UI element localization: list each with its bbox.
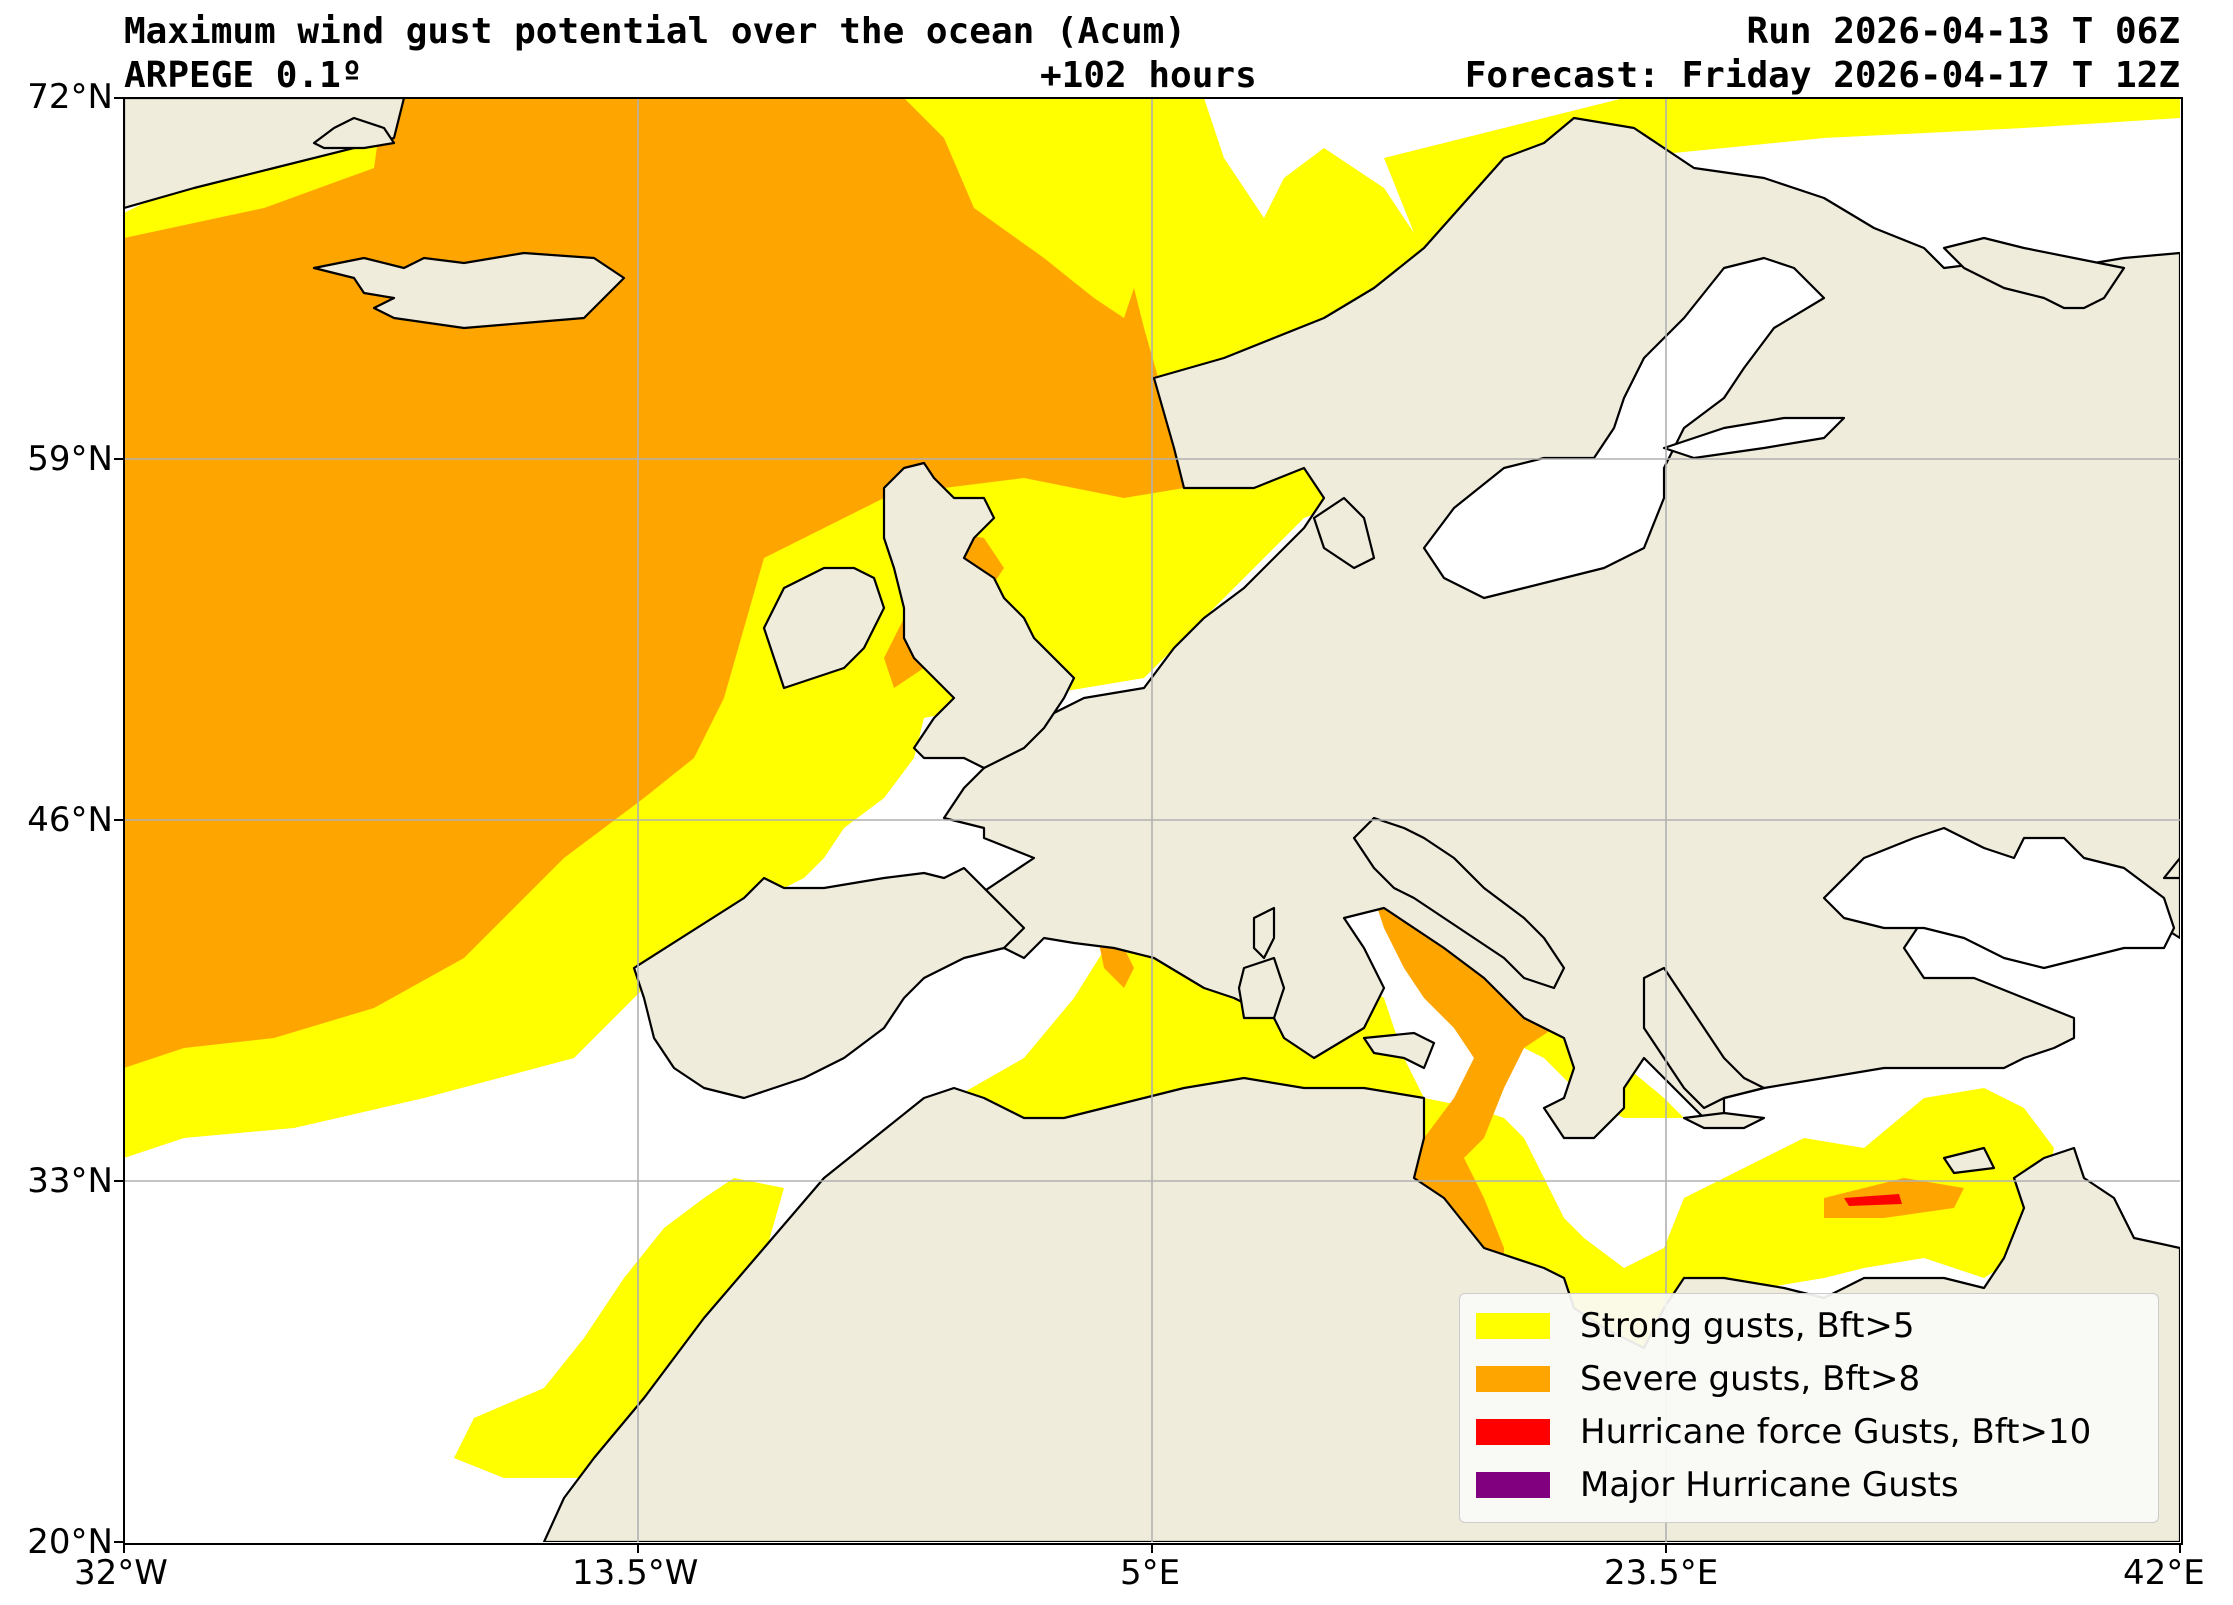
legend-label-major: Major Hurricane Gusts [1580, 1465, 1959, 1505]
legend-item-major: Major Hurricane Gusts [1476, 1463, 1959, 1507]
lat-label-20: 20°N [27, 1522, 113, 1562]
legend-label-severe: Severe gusts, Bft>8 [1580, 1359, 1921, 1399]
sicily [1362, 1031, 1436, 1070]
lat-label-59: 59°N [27, 439, 113, 479]
lat-tick-33 [114, 1180, 124, 1182]
lon-tick-13w [637, 1543, 639, 1553]
graticule [124, 98, 2180, 1542]
legend-swatch-hurricane [1476, 1419, 1550, 1445]
lon-tick-5e [1151, 1543, 1153, 1553]
europe-land [752, 116, 2180, 1140]
sardinia [1237, 956, 1286, 1020]
model-label: ARPEGE 0.1º [124, 55, 363, 96]
lon-label-42e: 42°E [2123, 1553, 2205, 1593]
great-britain [882, 461, 1076, 770]
legend-swatch-major [1476, 1472, 1550, 1498]
run-label: Run 2026-04-13 T 06Z [1746, 11, 2180, 52]
hurricane-gusts-layer [1844, 1194, 1902, 1206]
legend-item-hurricane: Hurricane force Gusts, Bft>10 [1476, 1410, 2091, 1454]
legend-swatch-strong [1476, 1313, 1550, 1339]
italy [1352, 816, 1566, 990]
ireland [762, 566, 886, 690]
lon-tick-32w [123, 1543, 125, 1553]
lat-tick-20 [114, 1541, 124, 1543]
crete [1682, 1111, 1766, 1130]
black-sea [1822, 826, 2176, 970]
lat-label-46: 46°N [27, 800, 113, 840]
greece [1642, 966, 1766, 1110]
legend: Strong gusts, Bft>5 Severe gusts, Bft>8 … [1459, 1293, 2159, 1523]
corsica [1252, 906, 1276, 960]
cyprus [1942, 1146, 1996, 1175]
lon-tick-42e [2179, 1543, 2181, 1553]
forecast-label: Forecast: Friday 2026-04-17 T 12Z [1464, 55, 2180, 96]
legend-label-strong: Strong gusts, Bft>5 [1580, 1306, 1915, 1346]
baltic-sea [1422, 256, 1826, 600]
iceland [312, 251, 626, 330]
lat-label-72: 72°N [27, 77, 113, 117]
iberia [632, 866, 1026, 1100]
lat-tick-72 [114, 97, 124, 99]
legend-item-strong: Strong gusts, Bft>5 [1476, 1304, 1915, 1348]
lon-label-5e: 5°E [1120, 1553, 1181, 1593]
lon-label-23e: 23.5°E [1604, 1553, 1719, 1593]
legend-swatch-severe [1476, 1366, 1550, 1392]
lead-time-label: +102 hours [1040, 55, 1257, 96]
lat-tick-59 [114, 458, 124, 460]
lat-label-33: 33°N [27, 1161, 113, 1201]
denmark [1312, 496, 1376, 570]
lon-label-32w: 32°W [74, 1553, 168, 1593]
lon-label-13w: 13.5°W [572, 1553, 699, 1593]
map-title: Maximum wind gust potential over the oce… [124, 11, 1187, 52]
greenland [124, 98, 406, 210]
lon-tick-23e [1665, 1543, 1667, 1553]
legend-item-severe: Severe gusts, Bft>8 [1476, 1357, 1920, 1401]
legend-label-hurricane: Hurricane force Gusts, Bft>10 [1580, 1412, 2092, 1452]
gulf-of-finland [1662, 416, 1846, 460]
lat-tick-46 [114, 819, 124, 821]
